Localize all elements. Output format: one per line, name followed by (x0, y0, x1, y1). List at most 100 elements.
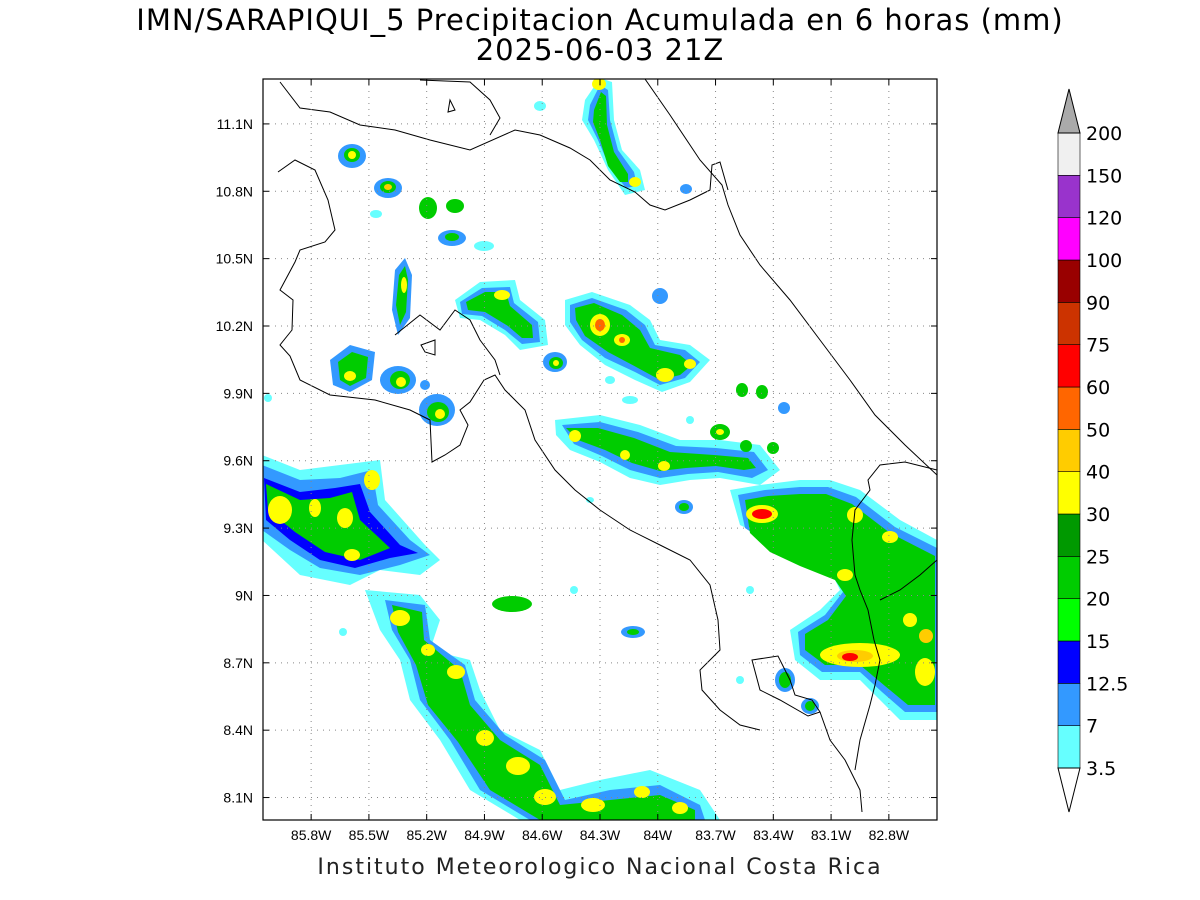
lon-tick-label: 85.5W (349, 827, 390, 843)
lat-tick-label: 9.9N (223, 385, 253, 401)
colorbar-label: 200 (1086, 123, 1122, 145)
precip-cluster-mid (555, 383, 790, 514)
lon-tick-label: 85.8W (291, 827, 332, 843)
precip-core (309, 499, 321, 517)
colorbar-label: 60 (1086, 377, 1110, 399)
lon-tick-label: 84.9W (464, 827, 505, 843)
colorbar-label: 75 (1086, 335, 1110, 357)
colorbar-label: 25 (1086, 546, 1110, 568)
colorbar-segment (1057, 259, 1081, 303)
lat-tick-label: 8.1N (223, 790, 253, 806)
lon-tick-label: 83.4W (753, 827, 794, 843)
colorbar-label: 12.5 (1086, 673, 1128, 695)
colorbar-label: 90 (1086, 292, 1110, 314)
precip-cluster-southeast (730, 480, 937, 720)
precip-cluster-central (565, 288, 710, 392)
caribbean-coast (644, 79, 937, 476)
colorbar-segment (1057, 175, 1081, 218)
latitude-ticks: 11.1N 10.8N 10.5N 10.2N 9.9N 9.6N 9.3N 9N 8.7N 8.… (216, 116, 937, 806)
colorbar-segment (1057, 471, 1081, 515)
panama-border (851, 461, 937, 771)
precip-cluster-northwest (330, 144, 466, 426)
colorbar-segment (1057, 386, 1081, 430)
lon-tick-label: 85.2W (406, 827, 447, 843)
colorbar-segment (1057, 344, 1081, 388)
lat-tick-label: 8.7N (223, 655, 253, 671)
precip-core (634, 786, 650, 798)
colorbar-label: 100 (1086, 250, 1122, 272)
map-timestamp: 2025-06-03 21Z (475, 33, 725, 67)
colorbar-label: 40 (1086, 462, 1110, 484)
precip-area (492, 596, 532, 612)
coastlines (277, 79, 937, 813)
gulf-nicoya-shore (394, 309, 501, 376)
precip-core (581, 798, 605, 812)
colorbar-label: 120 (1086, 208, 1122, 230)
precip-area (627, 629, 639, 635)
colorbar-segment (1057, 513, 1081, 557)
precip-area (365, 590, 720, 820)
precip-core (506, 757, 530, 775)
precip-cluster-central-north (455, 280, 567, 372)
lon-tick-label: 83.7W (695, 827, 736, 843)
colorbar-segment (1057, 598, 1081, 642)
longitude-ticks: 85.8W 85.5W 85.2W 84.9W 84.6W 84.3W 84W 83.7W 83… (291, 79, 910, 843)
pacific-coast (277, 159, 761, 731)
lat-tick-label: 9.6N (223, 453, 253, 469)
lat-tick-label: 10.8N (216, 183, 253, 199)
precip-core (337, 508, 353, 528)
precip-field (263, 79, 937, 820)
lon-tick-label: 84W (643, 827, 673, 843)
colorbar-label: 150 (1086, 165, 1122, 187)
colorbar-segment (1057, 132, 1081, 176)
lat-tick-label: 11.1N (217, 116, 253, 132)
map-grid (263, 79, 937, 820)
osa-peninsula (751, 655, 821, 717)
lat-tick-label: 9N (235, 587, 253, 603)
nicaragua-border (279, 81, 729, 211)
colorbar-segment (1057, 725, 1081, 769)
precip-area (266, 484, 390, 560)
precip-core (268, 496, 292, 524)
precip-core (447, 665, 465, 679)
precip-core (344, 549, 360, 561)
precip-area (392, 605, 695, 820)
precip-core (421, 644, 435, 656)
lat-tick-label: 10.5N (216, 251, 253, 267)
nicoya-inner-shore (420, 339, 436, 356)
panama-coast (879, 559, 937, 601)
precip-core (534, 789, 556, 805)
lake-nicaragua-shore (419, 79, 501, 136)
colorbar-segment (1057, 640, 1081, 684)
lon-tick-label: 83.1W (811, 827, 852, 843)
colorbar-label: 30 (1086, 504, 1110, 526)
colorbar-label: 15 (1086, 631, 1110, 653)
colorbar-label: 50 (1086, 419, 1110, 441)
colorbar-segment (1057, 217, 1081, 261)
colorbar-label: 3.5 (1086, 758, 1116, 780)
precip-cluster-north (582, 79, 692, 195)
precip-core (364, 470, 380, 490)
precip-core (390, 610, 410, 626)
lat-tick-label: 9.3N (223, 520, 253, 536)
precip-core (476, 730, 494, 746)
precip-area (385, 600, 705, 820)
precip-scattered (264, 101, 754, 684)
colorbar-segment (1057, 556, 1081, 599)
colorbar-label: 7 (1086, 716, 1098, 738)
golfo-dulce-shore (819, 711, 863, 813)
precip-core (672, 802, 688, 814)
colorbar-label: 20 (1086, 589, 1110, 611)
footer-credit: Instituto Meteorologico Nacional Costa R… (317, 855, 883, 880)
lon-tick-label: 84.6W (522, 827, 563, 843)
isla-del-cano (447, 98, 456, 113)
colorbar: 3.5 7 12.5 15 20 25 30 40 50 60 75 90 100 120 150 200 (1057, 88, 1128, 813)
colorbar-segment (1057, 429, 1081, 472)
colorbar-max-arrow (1057, 88, 1081, 134)
colorbar-segment (1057, 302, 1081, 345)
lat-tick-label: 10.2N (216, 318, 253, 334)
lon-tick-label: 84.3W (580, 827, 621, 843)
colorbar-min-arrow (1057, 767, 1081, 813)
map-title: IMN/SARAPIQUI_5 Precipitacion Acumulada … (136, 3, 1064, 37)
